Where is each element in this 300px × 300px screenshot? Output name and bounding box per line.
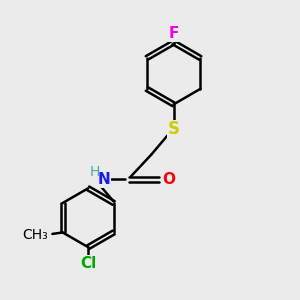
Text: Cl: Cl (80, 256, 96, 271)
Text: H: H (90, 165, 100, 179)
Text: S: S (168, 120, 180, 138)
Text: O: O (162, 172, 175, 187)
Text: F: F (168, 26, 179, 41)
Text: CH₃: CH₃ (22, 228, 48, 242)
Text: N: N (98, 172, 111, 187)
